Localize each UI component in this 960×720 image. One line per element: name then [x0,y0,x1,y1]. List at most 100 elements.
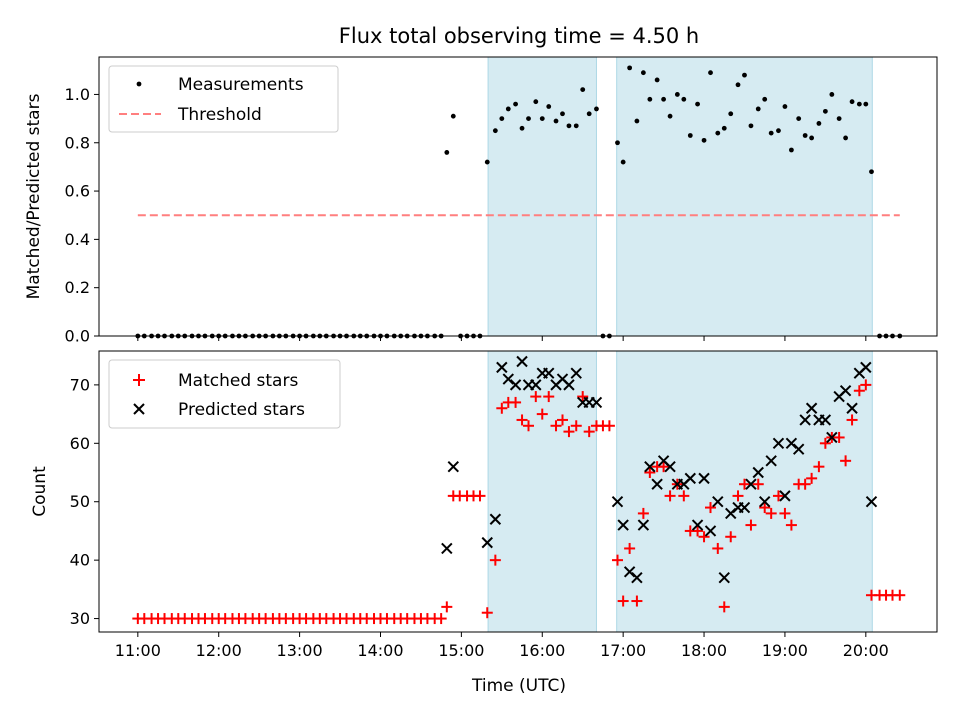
measurement-point-82 [687,133,693,138]
bottom-shaded-intervals [487,350,873,633]
matched-star-marker-83 [692,525,704,537]
predicted-star-marker-4 [496,361,508,374]
bottom-xtick-label-8: 19:00 [762,641,808,660]
measurement-point-53 [492,128,498,134]
matched-star-marker-59 [530,391,542,403]
legend-measurement-marker [136,81,142,87]
predicted-star-marker-33 [704,525,717,537]
predicted-star-marker-27 [664,460,676,473]
measurement-point-109 [869,169,874,175]
measurement-point-105 [843,135,848,141]
matched-star-marker-95 [772,490,784,502]
matched-star-marker-97 [785,519,797,531]
matched-star-marker-67 [583,426,595,438]
predicted-star-marker-43 [772,437,785,450]
measurement-point-78 [661,96,666,102]
matched-star-marker-58 [523,420,535,432]
matched-star-marker-63 [556,414,568,426]
measurement-point-73 [627,65,633,71]
measurement-point-94 [768,130,774,136]
matched-star-marker-86 [712,542,724,554]
matched-star-marker-92 [752,478,764,490]
top-ytick-label-1: 0.2 [65,278,90,297]
bottom-xtick-label-7: 18:00 [681,641,727,660]
measurement-point-57 [519,125,525,131]
matched-star-marker-54 [496,402,508,414]
measurement-points [135,65,903,339]
predicted-star-marker-15 [570,367,582,379]
matched-star-marker-93 [759,502,771,514]
matched-star-marker-61 [543,391,555,403]
predicted-star-marker-14 [563,379,575,391]
measurement-point-102 [822,108,828,114]
matched-star-marker-108 [860,379,872,391]
predicted-star-marker-20 [617,519,629,531]
predicted-star-marker-32 [698,472,710,485]
matched-star-marker-104 [833,431,845,443]
predicted-star-marker-0 [441,542,453,555]
predicted-star-marker-22 [631,571,643,584]
measurement-point-55 [505,106,511,112]
predicted-star-marker-9 [530,379,542,391]
measurement-point-77 [654,77,660,83]
predicted-star-marker-46 [792,443,805,455]
predicted-star-marker-48 [805,402,818,414]
matched-star-marker-60 [536,408,548,420]
top-ytick-label-5: 1.0 [65,85,90,104]
top-ytick-label-3: 0.6 [65,182,90,201]
measurement-point-65 [573,123,579,129]
measurement-point-63 [560,111,565,117]
predicted-star-marker-7 [516,355,528,368]
top-x-ticks [137,336,867,341]
predicted-star-marker-44 [779,490,791,502]
matched-star-marker-91 [745,519,757,531]
bottom-xtick-label-0: 11:00 [115,641,161,660]
matched-star-marker-99 [799,478,811,490]
measurement-point-75 [640,70,646,76]
measurement-point-80 [674,92,680,97]
matched-star-marker-105 [840,455,852,467]
measurement-point-83 [695,101,700,107]
top-ytick-label-0: 0.0 [65,327,90,346]
measurement-point-88 [728,111,734,117]
measurement-point-47 [450,113,456,119]
matched-star-marker-46 [441,601,453,613]
bottom-xtick-label-2: 13:00 [277,641,323,660]
predicted-star-marker-41 [759,496,771,508]
matched-star-marker-90 [738,478,750,490]
matched-star-marker-53 [489,554,501,566]
matched-star-marker-62 [550,420,562,432]
measurement-point-67 [586,111,592,117]
predicted-star-marker-54 [846,402,858,414]
bottom-xtick-label-3: 14:00 [357,641,403,660]
matched-star-marker-75 [637,507,649,519]
bottom-y-axis-label: Count [30,466,50,517]
measurement-point-62 [553,118,559,124]
measurement-point-106 [849,99,855,105]
predicted-star-marker-2 [481,536,493,549]
measurement-point-52 [484,159,490,165]
predicted-star-marker-56 [860,361,872,374]
bottom-legend-box [108,359,341,429]
matched-star-marker-100 [806,472,818,484]
predicted-star-marker-47 [799,414,811,426]
shaded-interval-0 [487,350,597,633]
matched-star-marker-52 [481,607,493,619]
matched-star-marker-101 [813,461,825,473]
matched-star-marker-84 [698,531,710,543]
bottom-axes: 30 40 50 60 70 11:00 12:00 13:00 14:00 15:00 16:0… [30,350,938,696]
measurement-point-86 [715,130,721,136]
bottom-y-ticks: 30 40 50 60 70 [70,375,99,628]
measurement-point-46 [444,150,450,155]
matched-star-marker-79 [664,490,676,502]
measurement-point-93 [762,96,768,102]
predicted-star-markers [441,355,878,584]
measurement-point-104 [836,116,842,121]
predicted-star-marker-23 [637,519,650,531]
bottom-ytick-label-1: 40 [70,551,90,570]
matched-star-marker-94 [765,507,777,519]
matched-star-marker-96 [779,507,791,519]
measurement-point-60 [539,116,545,121]
top-axes: 0.0 0.2 0.4 0.6 0.8 1.0 Matched/Predicted sta… [24,56,938,346]
predicted-star-marker-50 [819,414,832,426]
